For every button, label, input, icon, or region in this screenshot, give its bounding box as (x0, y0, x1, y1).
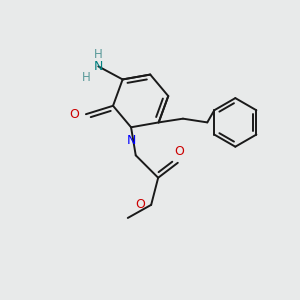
Text: O: O (136, 198, 146, 212)
Text: H: H (94, 48, 103, 61)
Text: O: O (70, 108, 80, 121)
Text: N: N (126, 134, 136, 147)
Text: H: H (82, 71, 91, 84)
Text: N: N (94, 60, 103, 73)
Text: O: O (175, 145, 184, 158)
